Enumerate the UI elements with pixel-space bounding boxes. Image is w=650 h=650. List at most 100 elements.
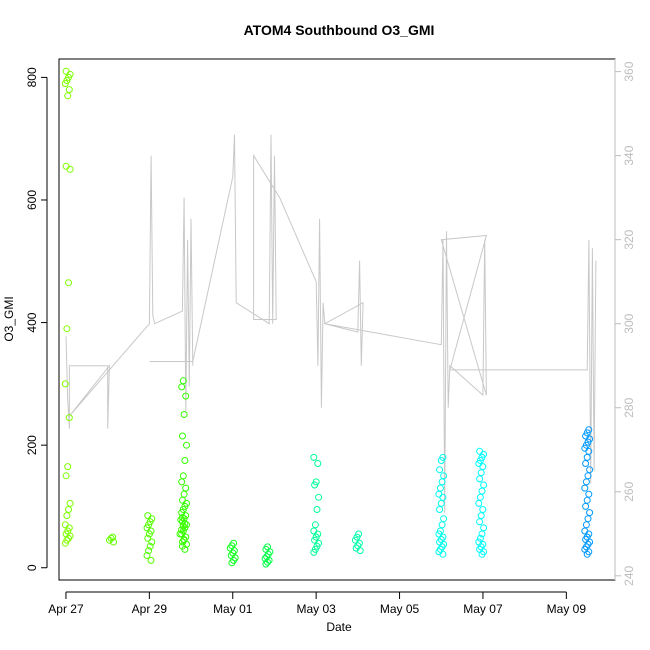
data-point	[178, 514, 186, 521]
data-point	[480, 524, 488, 532]
y-right-tick-label: 240	[622, 565, 636, 585]
data-point	[581, 527, 589, 535]
right-series-line	[65, 134, 597, 513]
data-point	[475, 499, 483, 507]
data-point	[61, 380, 69, 388]
data-point	[145, 547, 153, 555]
y-left-tick-label: 400	[25, 312, 39, 332]
chart-title: ATOM4 Southbound O3_GMI	[244, 22, 435, 38]
x-tick-label: May 03	[296, 602, 336, 616]
data-point	[176, 530, 184, 538]
data-point	[107, 534, 115, 542]
data-point	[584, 515, 592, 523]
data-point	[61, 521, 69, 529]
data-point	[582, 521, 590, 529]
data-point	[181, 520, 189, 528]
x-tick-label: May 01	[213, 602, 253, 616]
data-point	[478, 487, 486, 495]
data-point	[147, 556, 155, 564]
data-point	[62, 472, 70, 480]
data-point	[178, 526, 186, 534]
x-tick-label: Apr 27	[48, 602, 84, 616]
x-tick-label: May 05	[380, 602, 420, 616]
y-right-tick-label: 260	[622, 481, 636, 501]
data-point	[179, 377, 187, 385]
y-axis-label: O3_GMI	[2, 296, 16, 341]
data-point	[63, 512, 71, 520]
data-point	[440, 515, 448, 523]
data-point	[440, 472, 448, 480]
data-point	[230, 539, 238, 547]
data-point	[310, 527, 318, 535]
data-point	[438, 521, 446, 529]
data-point	[66, 165, 74, 173]
data-point	[179, 472, 187, 480]
data-point	[144, 534, 152, 542]
x-tick-label: May 07	[463, 602, 503, 616]
data-point	[180, 536, 188, 544]
data-point	[143, 552, 151, 559]
data-point	[581, 484, 589, 492]
data-point	[476, 493, 484, 501]
y-left-tick-label: 800	[25, 67, 39, 87]
data-point	[435, 490, 443, 498]
data-point	[477, 512, 485, 520]
x-axis-ticks: Apr 27 Apr 29 May 01 May 03 May 05 May 07 May …	[48, 591, 587, 616]
data-point	[178, 478, 186, 486]
data-point	[582, 460, 590, 467]
data-point	[262, 560, 270, 568]
plot-frame	[58, 58, 616, 581]
data-point	[437, 499, 445, 507]
x-tick-label: May 09	[547, 602, 587, 616]
data-point	[585, 490, 593, 498]
data-point	[355, 530, 363, 538]
y-left-tick-label: 600	[25, 190, 39, 210]
y-left-axis-ticks: 0 200 400 600 800	[25, 67, 48, 571]
y-right-tick-label: 340	[622, 145, 636, 165]
data-point	[477, 469, 485, 477]
y-right-tick-label: 300	[622, 313, 636, 333]
data-point	[180, 490, 188, 498]
data-point	[480, 481, 488, 489]
data-point	[476, 518, 484, 526]
y-right-tick-label: 280	[622, 397, 636, 417]
data-point	[64, 463, 72, 471]
data-point	[179, 496, 186, 504]
y-left-tick-label: 200	[25, 435, 39, 455]
data-point	[182, 484, 190, 492]
data-point	[182, 392, 190, 400]
data-point	[65, 414, 73, 422]
data-point	[313, 506, 321, 513]
x-axis-label: Date	[326, 620, 352, 634]
data-point	[181, 457, 189, 464]
data-point	[66, 499, 74, 507]
data-point	[180, 411, 188, 418]
data-point	[63, 325, 71, 333]
data-point	[583, 496, 591, 504]
data-point	[62, 67, 70, 75]
data-point	[439, 453, 447, 461]
data-point	[479, 506, 487, 513]
data-point	[64, 92, 72, 100]
data-point	[436, 527, 444, 535]
data-point	[62, 162, 70, 170]
data-point	[586, 509, 594, 517]
y-right-tick-label: 320	[622, 229, 636, 249]
data-point	[311, 521, 319, 529]
data-point	[264, 543, 271, 551]
data-point	[178, 383, 186, 391]
data-point	[310, 453, 318, 461]
data-point	[475, 538, 483, 546]
data-point	[583, 453, 591, 461]
data-point	[436, 506, 444, 513]
right-series-line-layer	[65, 134, 597, 513]
data-point	[179, 432, 186, 440]
data-point	[109, 533, 117, 541]
data-point	[476, 447, 484, 455]
points-layer	[61, 67, 594, 568]
data-point	[146, 542, 154, 550]
y-right-tick-label: 360	[622, 61, 636, 81]
data-point	[584, 472, 592, 480]
data-point	[65, 506, 72, 513]
